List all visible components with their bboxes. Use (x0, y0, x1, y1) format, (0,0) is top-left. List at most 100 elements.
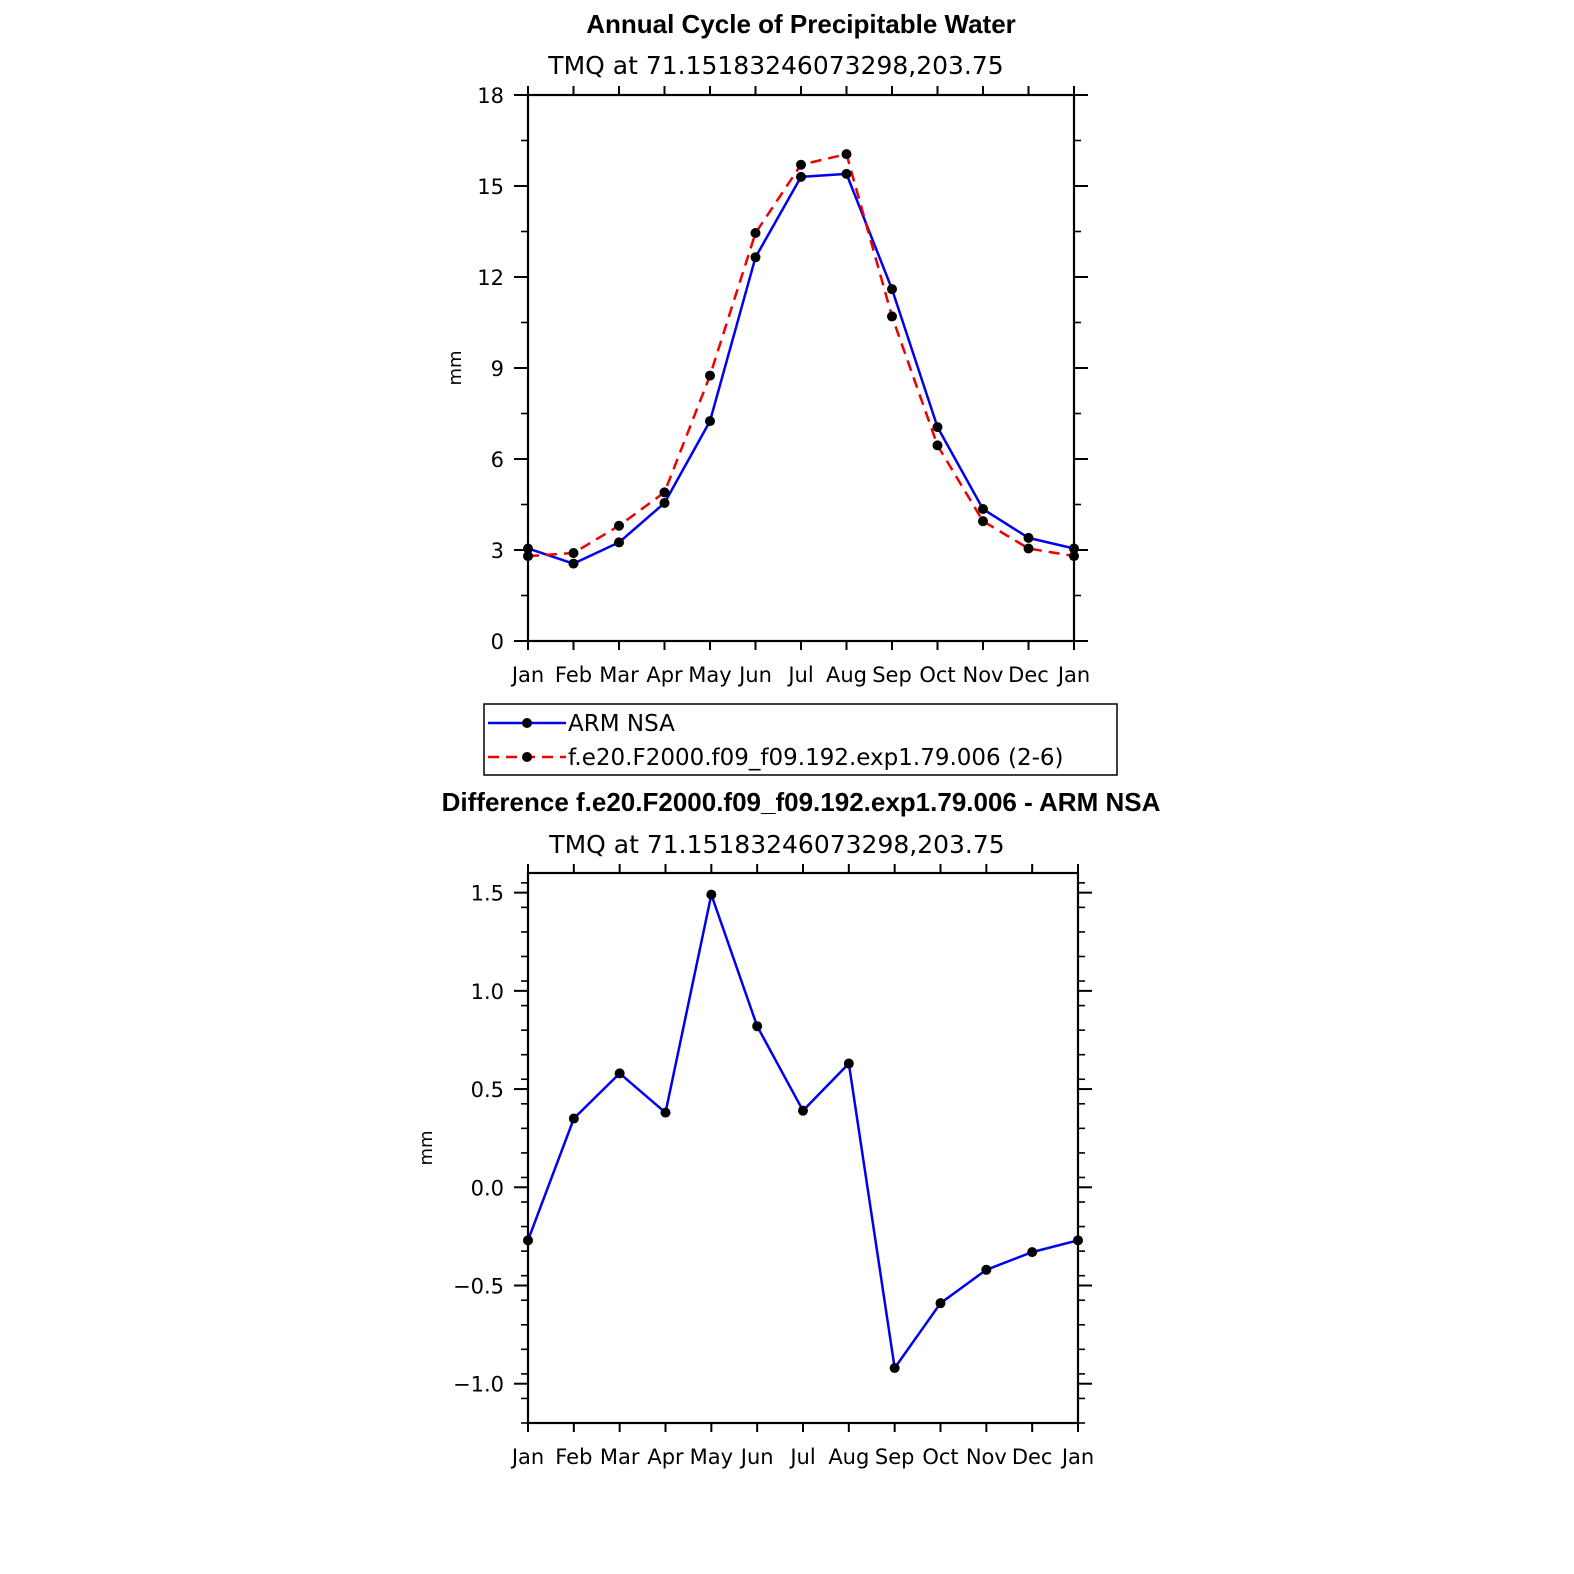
series-0-point (614, 1068, 625, 1079)
legend-box (483, 703, 1118, 776)
x-tick-label: Jun (737, 663, 772, 687)
series-1-point (978, 516, 988, 527)
series-1-point (614, 520, 624, 531)
legend-label-obs: ARM NSA (568, 711, 675, 737)
chart1-y-tick-labels: 0 3 6 9 12 15 18 (477, 84, 504, 654)
chart1-ticks (514, 86, 1088, 650)
y-tick-label: −0.5 (453, 1275, 504, 1299)
y-tick-label: 12 (477, 266, 504, 290)
series-0-point (935, 1298, 946, 1309)
series-1-point (523, 551, 533, 562)
series-0-point (796, 171, 806, 182)
series-0-point (614, 537, 624, 548)
chart2-ylabel: mm (416, 1130, 437, 1165)
series-0-point (568, 1113, 579, 1124)
series-1-point (932, 440, 943, 451)
series-1-point (705, 370, 715, 381)
series-1-point (796, 159, 806, 170)
x-tick-label: May (690, 1445, 733, 1469)
legend-label-model: f.e20.F2000.f09_f09.192.exp1.79.006 (2-6… (568, 745, 1064, 771)
y-tick-label: 0.5 (471, 1078, 504, 1102)
series-1-point (1069, 551, 1079, 562)
series-1-point (568, 548, 579, 559)
chart2-series (523, 889, 1083, 1373)
series-0-point (1027, 1247, 1038, 1258)
series-0-point (932, 422, 943, 433)
x-tick-label: Nov (963, 663, 1004, 687)
series-0-point (750, 252, 761, 263)
x-tick-label: Mar (600, 1445, 640, 1469)
y-tick-label: 0 (491, 630, 504, 654)
y-tick-label: 1.0 (471, 980, 504, 1004)
x-tick-label: Aug (828, 1445, 869, 1469)
chart2-ticks (514, 864, 1092, 1432)
series-0-point (841, 168, 852, 179)
x-tick-label: Sep (872, 663, 912, 687)
x-tick-label: Jul (786, 663, 813, 687)
series-0-point (1023, 532, 1034, 543)
x-tick-label: Feb (555, 1445, 592, 1469)
chart2-plot-frame (526, 871, 1080, 1425)
series-1-point (1023, 543, 1034, 554)
chart2-subtitle: TMQ at 71.15183246073298,203.75 (548, 830, 1004, 859)
legend-marker-model (522, 752, 532, 762)
series-0-point (660, 1107, 671, 1118)
series-0-point (523, 1235, 533, 1246)
y-tick-label: 0.0 (471, 1176, 504, 1200)
legend-marker-obs (522, 718, 532, 728)
series-0-point (978, 504, 988, 515)
y-tick-label: 15 (477, 175, 504, 199)
chart1-subtitle: TMQ at 71.15183246073298,203.75 (547, 51, 1003, 80)
x-tick-label: Jan (510, 1445, 544, 1469)
x-tick-label: Apr (647, 1445, 684, 1469)
x-tick-label: Apr (646, 663, 683, 687)
y-tick-label: 3 (491, 539, 504, 563)
x-tick-label: Aug (826, 663, 867, 687)
x-tick-label: Sep (875, 1445, 915, 1469)
series-0-point (981, 1264, 992, 1275)
series-0-point (659, 497, 670, 508)
x-tick-label: Mar (599, 663, 639, 687)
series-0-point (568, 558, 579, 569)
chart1-ylabel: mm (445, 350, 466, 385)
difference-chart: Difference f.e20.F2000.f09_f09.192.exp1.… (416, 787, 1161, 1469)
series-0-point (705, 416, 715, 427)
y-tick-label: 9 (491, 357, 504, 381)
series-0-point (752, 1021, 763, 1032)
series-0-point (798, 1105, 808, 1116)
y-tick-label: 1.5 (471, 882, 504, 906)
x-tick-label: Jun (739, 1445, 774, 1469)
x-tick-label: Nov (966, 1445, 1007, 1469)
series-line-0 (527, 172, 1075, 565)
series-0-point (706, 889, 717, 900)
x-tick-label: Feb (555, 663, 592, 687)
series-0-point (843, 1058, 854, 1069)
series-0-point (887, 284, 897, 295)
x-tick-label: Jan (510, 663, 544, 687)
x-tick-label: Dec (1012, 1445, 1053, 1469)
x-tick-label: Jan (1056, 663, 1090, 687)
series-1-point (750, 228, 761, 239)
x-tick-label: Jul (788, 1445, 815, 1469)
chart1-legend: ARM NSA f.e20.F2000.f09_f09.192.exp1.79.… (483, 703, 1118, 776)
series-0-point (1069, 543, 1079, 554)
x-tick-label: Jan (1060, 1445, 1094, 1469)
x-tick-label: Oct (922, 1445, 958, 1469)
series-1-point (887, 311, 897, 322)
series-0-point (523, 543, 533, 554)
series-1-point (841, 149, 852, 160)
chart1-title: Annual Cycle of Precipitable Water (586, 9, 1016, 39)
chart1-series (523, 149, 1079, 569)
chart1-x-tick-labels: Jan Feb Mar Apr May Jun Jul Aug Sep Oct Nov Dec Jan (510, 663, 1090, 687)
series-0-point (1073, 1235, 1083, 1246)
chart2-title: Difference f.e20.F2000.f09_f09.192.exp1.… (442, 787, 1161, 817)
series-0-point (889, 1363, 900, 1373)
series-line-0 (526, 893, 1079, 1370)
series-1-point (659, 487, 670, 498)
y-tick-label: 18 (477, 84, 504, 108)
x-tick-label: Oct (919, 663, 955, 687)
series-line-1 (527, 152, 1075, 558)
x-tick-label: Dec (1008, 663, 1049, 687)
x-tick-label: May (688, 663, 731, 687)
